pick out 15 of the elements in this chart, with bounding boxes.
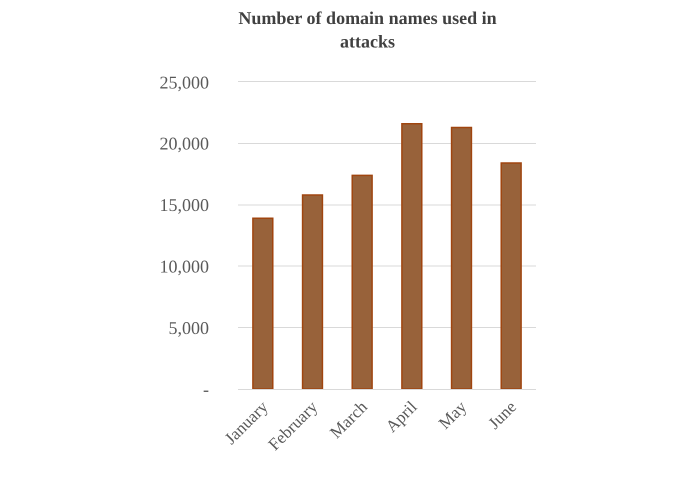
chart-title: Number of domain names used in attacks: [238, 8, 497, 52]
y-tick-label: 15,000: [160, 195, 209, 216]
x-tick-label: May: [434, 396, 471, 433]
bar: [401, 123, 423, 389]
y-tick-label: 5,000: [168, 318, 209, 338]
y-tick-label: -: [203, 379, 209, 400]
bar: [252, 218, 274, 389]
bar: [500, 162, 522, 389]
bar: [450, 126, 472, 389]
y-tick-label: 25,000: [160, 72, 209, 92]
bar: [351, 174, 373, 389]
x-tick-label: June: [484, 397, 520, 433]
y-tick-label: 10,000: [160, 256, 209, 276]
y-tick-label: 20,000: [160, 134, 209, 154]
bar: [302, 194, 324, 389]
